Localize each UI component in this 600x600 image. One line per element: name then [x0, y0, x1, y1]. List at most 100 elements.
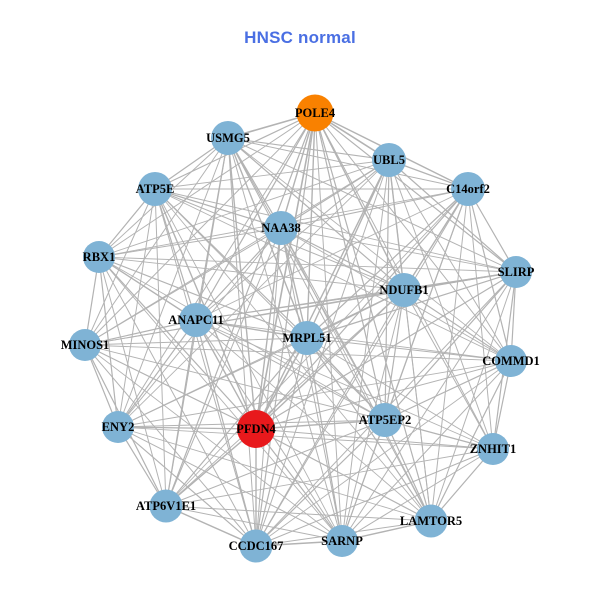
- edge: [384, 271, 517, 421]
- node-pfdn4[interactable]: [237, 410, 275, 448]
- node-znhit1[interactable]: [477, 433, 509, 465]
- edge: [154, 188, 282, 229]
- edge: [195, 227, 282, 321]
- edge: [306, 337, 512, 362]
- edge: [98, 256, 119, 428]
- edge: [84, 344, 257, 430]
- edge: [306, 159, 390, 339]
- node-slirp[interactable]: [500, 256, 532, 288]
- node-commd1[interactable]: [495, 345, 527, 377]
- node-pole4[interactable]: [296, 94, 334, 132]
- edge: [341, 271, 517, 542]
- edge: [98, 256, 308, 339]
- node-mrpl51[interactable]: [290, 321, 324, 355]
- edge: [98, 256, 257, 430]
- edge: [154, 159, 390, 190]
- edge: [117, 360, 512, 428]
- edge: [84, 112, 316, 346]
- node-label-atp5e: ATP5E: [136, 182, 175, 196]
- edge: [255, 227, 282, 547]
- edge: [98, 256, 257, 547]
- edge: [280, 188, 469, 229]
- node-atp5ep2[interactable]: [368, 403, 402, 437]
- edge: [154, 188, 257, 547]
- node-label-pfdn4: PFDN4: [236, 422, 276, 436]
- edge: [84, 344, 343, 542]
- edge: [255, 188, 469, 430]
- edge: [255, 271, 517, 430]
- edge: [98, 256, 386, 421]
- edge: [117, 426, 343, 542]
- node-label-usmg5: USMG5: [206, 131, 250, 145]
- edge: [227, 137, 517, 273]
- edge: [98, 256, 343, 542]
- edge: [154, 188, 517, 273]
- edge: [154, 188, 197, 321]
- edge: [341, 419, 386, 542]
- edge: [306, 337, 494, 450]
- node-usmg5[interactable]: [211, 121, 245, 155]
- edge: [430, 360, 512, 522]
- edge: [255, 188, 469, 547]
- node-minos1[interactable]: [69, 329, 101, 361]
- edge: [98, 227, 282, 258]
- edge: [165, 419, 386, 507]
- node-lamtor5[interactable]: [414, 504, 448, 538]
- node-anapc11[interactable]: [179, 303, 213, 337]
- node-label-ccdc167: CCDC167: [229, 539, 284, 553]
- edge: [255, 428, 494, 450]
- node-sarnp[interactable]: [326, 525, 358, 557]
- edge: [195, 188, 469, 321]
- edge: [255, 360, 512, 547]
- node-label-eny2: ENY2: [102, 420, 135, 434]
- node-eny2[interactable]: [102, 411, 134, 443]
- node-ccdc167[interactable]: [239, 529, 273, 563]
- node-ndufb1[interactable]: [387, 273, 421, 307]
- node-atp6v1e1[interactable]: [149, 489, 183, 523]
- edge: [195, 319, 512, 362]
- edge: [306, 112, 316, 339]
- node-label-ubl5: UBL5: [373, 153, 405, 167]
- edge: [117, 188, 156, 428]
- edge: [388, 159, 494, 450]
- edge: [117, 426, 257, 430]
- edge: [255, 419, 386, 430]
- edge: [165, 428, 257, 507]
- nodes-layer[interactable]: [69, 94, 532, 563]
- edge: [98, 256, 517, 273]
- edge: [314, 112, 405, 291]
- node-label-minos1: MINOS1: [61, 338, 110, 352]
- node-c14orf2[interactable]: [451, 172, 485, 206]
- edge: [117, 426, 494, 450]
- edge: [84, 188, 156, 346]
- edge: [384, 419, 432, 522]
- node-label-anapc11: ANAPC11: [168, 313, 224, 327]
- node-label-lamtor5: LAMTOR5: [400, 514, 462, 528]
- node-naa38[interactable]: [264, 211, 298, 245]
- node-label-naa38: NAA38: [261, 221, 301, 235]
- edge: [384, 289, 405, 421]
- edge: [255, 112, 316, 430]
- node-label-c14orf2: C14orf2: [446, 182, 490, 196]
- node-label-rbx1: RBX1: [83, 250, 116, 264]
- edge: [403, 289, 494, 450]
- labels-layer: POLE4 USMG5 UBL5 ATP5E C14orf2 NAA38 RBX1 SLIRP…: [61, 106, 540, 553]
- node-rbx1[interactable]: [83, 241, 115, 273]
- edge: [195, 319, 494, 450]
- edge: [430, 188, 469, 522]
- node-ubl5[interactable]: [372, 143, 406, 177]
- node-label-commd1: COMMD1: [482, 354, 540, 368]
- node-atp5e[interactable]: [138, 172, 172, 206]
- edge: [165, 448, 494, 507]
- edge: [165, 505, 343, 542]
- edge: [195, 289, 405, 321]
- node-label-atp5ep2: ATP5EP2: [359, 413, 412, 427]
- edge: [195, 319, 308, 339]
- page-title: HNSC normal: [244, 28, 356, 47]
- edge: [255, 360, 512, 430]
- edge: [227, 137, 257, 430]
- edge: [117, 426, 257, 547]
- edge: [280, 227, 308, 339]
- edge: [165, 112, 316, 507]
